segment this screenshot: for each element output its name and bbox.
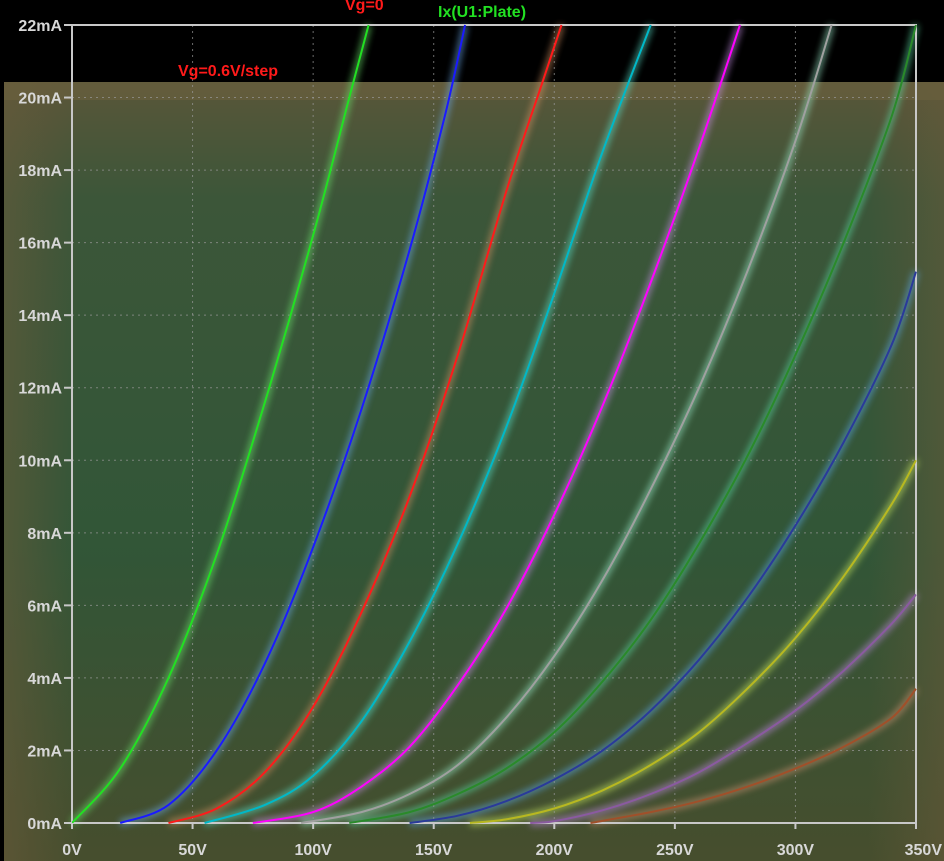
y-tick-label: 22mA xyxy=(18,18,62,35)
x-tick-label: 100V xyxy=(294,842,332,859)
y-tick-label: 6mA xyxy=(27,598,62,615)
series-line-5 xyxy=(252,24,741,824)
x-tick-label: 300V xyxy=(777,842,815,859)
y-tick-label: 12mA xyxy=(18,381,62,398)
annotation-vg0: Vg=0 xyxy=(345,0,384,14)
y-tick-label: 0mA xyxy=(27,816,62,833)
series-line-9 xyxy=(469,459,917,824)
y-tick-label: 16mA xyxy=(18,236,62,253)
series-line-7 xyxy=(349,24,917,824)
y-tick-label: 4mA xyxy=(27,671,62,688)
curve-tracer-photo-overlay xyxy=(4,23,944,861)
y-tick-label: 2mA xyxy=(27,743,62,760)
y-tick-label: 20mA xyxy=(18,91,62,108)
series-line-4 xyxy=(204,24,652,824)
series-line-6 xyxy=(300,24,833,824)
series-line-10 xyxy=(530,593,917,824)
series-line-1 xyxy=(71,24,370,824)
series-line-2 xyxy=(119,24,467,824)
x-tick-label: 200V xyxy=(536,842,574,859)
plot-frame xyxy=(71,24,917,824)
y-axis: 0mA 2mA 4mA 6mA 8mA 10mA 12mA 14mA 16mA 18mA 20mA 2… xyxy=(18,18,72,833)
y-tick-label: 18mA xyxy=(18,163,62,180)
y-tick-label: 8mA xyxy=(27,526,62,543)
y-tick-label: 10mA xyxy=(18,453,62,470)
annotation-step: Vg=0.6V/step xyxy=(178,63,278,80)
series-line-3 xyxy=(168,24,563,824)
x-tick-label: 50V xyxy=(178,842,207,859)
plot-border xyxy=(71,24,917,824)
y-tick-label: 14mA xyxy=(18,308,62,325)
series-layer xyxy=(71,24,917,824)
x-tick-label: 0V xyxy=(62,842,82,859)
x-tick-label: 250V xyxy=(656,842,694,859)
x-tick-label: 150V xyxy=(415,842,453,859)
x-axis: 0V 50V 100V 150V 200V 250V 300V 350V xyxy=(62,823,942,859)
x-tick-label: 350V xyxy=(905,842,943,859)
series-line-8 xyxy=(409,271,917,824)
trace-label-plate-current: Ix(U1:Plate) xyxy=(438,4,526,21)
series-line-11 xyxy=(590,688,917,824)
